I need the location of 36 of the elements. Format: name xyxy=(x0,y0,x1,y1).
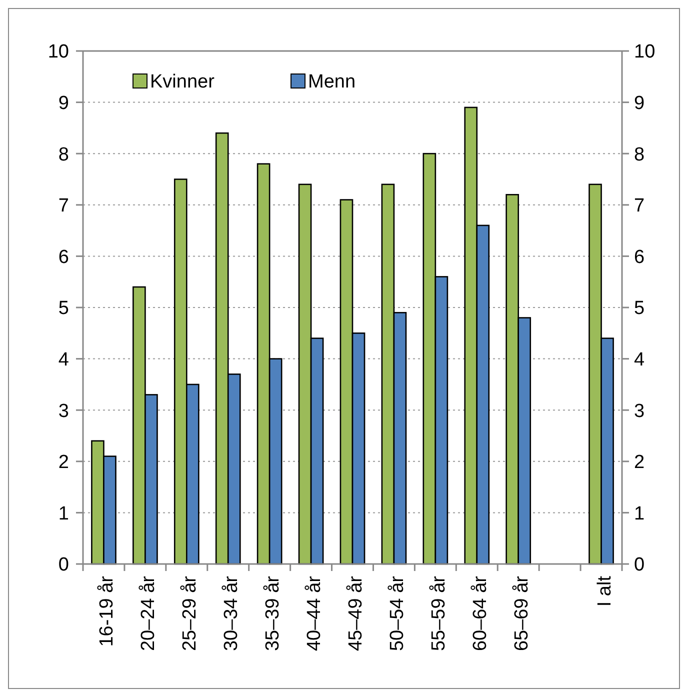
y2-tick-label: 8 xyxy=(634,144,645,166)
y2-tick-label: 4 xyxy=(634,349,645,370)
y2-tick-label: 9 xyxy=(634,92,645,114)
y-tick-label: 8 xyxy=(58,144,69,166)
x-tick-label: 25–29 år xyxy=(180,575,201,652)
y-tick-label: 5 xyxy=(58,298,69,320)
y-tick-label: 6 xyxy=(58,246,69,268)
y-tick-label: 7 xyxy=(58,196,69,217)
y2-tick-label: 2 xyxy=(634,452,645,474)
x-tick-label: 30–34 år xyxy=(221,575,242,652)
y-tick-label: 1 xyxy=(58,503,69,524)
y-tick-label: 9 xyxy=(58,92,69,114)
y2-tick-label: 0 xyxy=(634,554,645,576)
x-tick-label: 20–24 år xyxy=(138,575,160,652)
y-tick-label: 3 xyxy=(58,400,69,422)
legend-label: Kvinner xyxy=(150,72,216,93)
x-tick-label: 35–39 år xyxy=(262,575,284,652)
y2-tick-label: 5 xyxy=(634,298,645,320)
y2-tick-label: 1 xyxy=(634,503,645,524)
y2-tick-label: 3 xyxy=(634,400,645,422)
x-tick-label: 16-19 år xyxy=(96,575,118,647)
x-tick-label: I alt xyxy=(594,575,616,607)
y2-tick-label: 7 xyxy=(634,196,645,217)
y-tick-label: 2 xyxy=(58,452,69,474)
x-tick-label: 40–44 år xyxy=(304,575,326,652)
x-tick-label: 65–69 år xyxy=(511,575,532,652)
x-tick-label: 55–59 år xyxy=(428,575,450,652)
x-tick-label: 60–64 år xyxy=(470,575,491,652)
legend-label: Menn xyxy=(308,72,356,93)
x-tick-label: 50–54 år xyxy=(386,575,408,652)
y2-tick-label: 10 xyxy=(634,42,656,63)
y-tick-label: 4 xyxy=(58,349,70,370)
y2-tick-label: 6 xyxy=(634,246,645,268)
x-tick-label: 45–49 år xyxy=(346,575,366,652)
y-tick-label: 0 xyxy=(58,554,69,576)
y-tick-label: 10 xyxy=(48,42,69,63)
